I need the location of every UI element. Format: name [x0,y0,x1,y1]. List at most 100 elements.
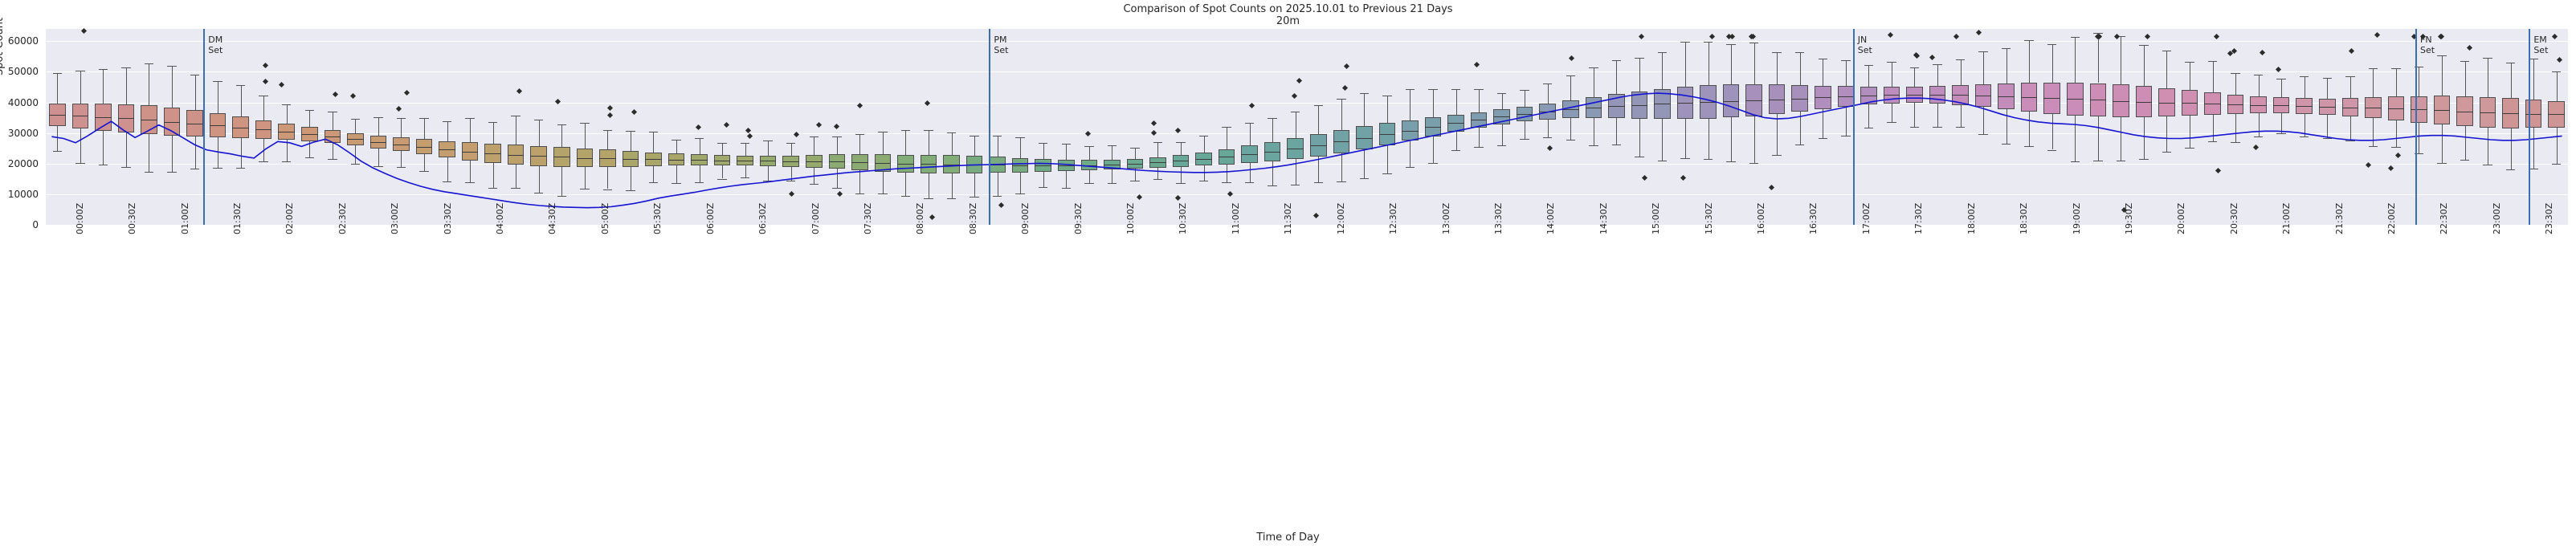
cap-upper [900,130,911,132]
cap-lower [1818,138,1828,140]
box [1264,141,1281,162]
whisker-upper [1961,59,1962,85]
whisker-upper [1868,65,1869,87]
cap-upper [1680,41,1690,43]
event-label-jn-line1: JN [1857,35,1868,45]
whisker-upper [1914,67,1915,87]
whisker-upper [309,109,310,128]
current-day-line [51,92,2562,209]
cap-lower [1405,166,1415,168]
whisker-upper [1456,89,1457,115]
median-line [439,149,455,150]
median-line [415,146,433,148]
whisker-upper [974,135,975,157]
median-line [667,159,685,161]
cap-upper [1657,51,1668,53]
cap-upper [213,81,222,83]
gridline [46,71,2568,73]
x-axis-tick-label: 11:00Z [1230,202,1241,234]
whisker-upper [1685,41,1686,88]
cap-lower [1244,182,1255,184]
median-line [484,153,501,154]
x-axis-tick-label: 08:30Z [967,202,978,234]
median-line [1722,100,1740,102]
median-line [1906,94,1923,96]
whisker-lower [1731,117,1732,162]
cap-upper [924,130,933,132]
median-line [2043,98,2060,100]
median-line [2158,102,2175,104]
cap-lower [648,182,659,184]
cap-lower [1955,127,1966,128]
whisker-upper [1272,117,1273,142]
whisker-lower [1777,114,1778,155]
whisker-upper [2511,63,2512,99]
x-axis-tick-label: 08:00Z [915,202,926,234]
median-line [576,157,594,159]
box [255,120,272,139]
whisker-lower [1616,118,1617,145]
median-line [324,136,341,138]
whisker-lower [1868,104,1869,128]
whisker-upper [1937,63,1938,86]
whisker-lower [859,170,860,193]
cap-upper [1542,83,1553,84]
whisker-upper [1020,136,1021,158]
whisker-lower [1502,124,1503,145]
box [874,154,892,172]
whisker-upper [1639,58,1640,92]
box [2387,96,2405,120]
y-axis-tick-label: 60000 [7,35,39,47]
box [1631,91,1648,119]
median-line [1837,96,1855,98]
whisker-upper [2075,36,2076,83]
median-line [1035,165,1051,167]
median-line [1516,113,1533,115]
x-axis-tick-label: 21:00Z [2281,202,2292,234]
box [2548,101,2565,128]
median-line [645,159,662,161]
whisker-lower [2235,113,2236,143]
whisker-lower [103,130,104,165]
cap-upper [1864,65,1874,67]
cap-upper [1474,89,1484,91]
whisker-upper [1662,51,1663,89]
cap-lower [1428,162,1438,164]
whisker-lower [2511,128,2512,170]
cap-upper [1359,93,1370,95]
cap-upper [1107,145,1117,146]
whisker-upper [103,68,104,104]
whisker-upper [1616,60,1617,95]
whisker-upper [1318,105,1319,134]
box [2272,97,2290,114]
cap-lower [1222,181,1231,183]
box [2502,98,2519,128]
cap-lower [1680,158,1690,160]
box [1195,152,1212,166]
cap-upper [2437,55,2447,57]
cap-lower [1772,154,1782,156]
cap-lower [2047,149,2057,151]
median-line [1562,109,1579,111]
whisker-lower [2098,116,2099,161]
median-line [1356,137,1373,139]
whisker-lower [57,125,58,151]
cap-lower [2551,163,2562,165]
cap-upper [1955,59,1966,61]
whisker-lower [1570,118,1571,141]
cap-upper [1726,43,1736,45]
median-line [599,158,616,160]
cap-lower [1887,122,1896,124]
x-axis-tick-label: 09:30Z [1072,202,1084,234]
cap-upper [2001,47,2011,49]
cap-lower [2505,169,2516,171]
box [1309,133,1327,157]
cap-lower [121,166,131,168]
median-line [1126,163,1144,165]
cap-lower [1382,173,1392,174]
whisker-lower [1341,153,1342,181]
box [1035,158,1051,173]
cap-upper [786,142,796,144]
cap-upper [2047,43,2057,45]
cap-upper [1841,60,1851,62]
